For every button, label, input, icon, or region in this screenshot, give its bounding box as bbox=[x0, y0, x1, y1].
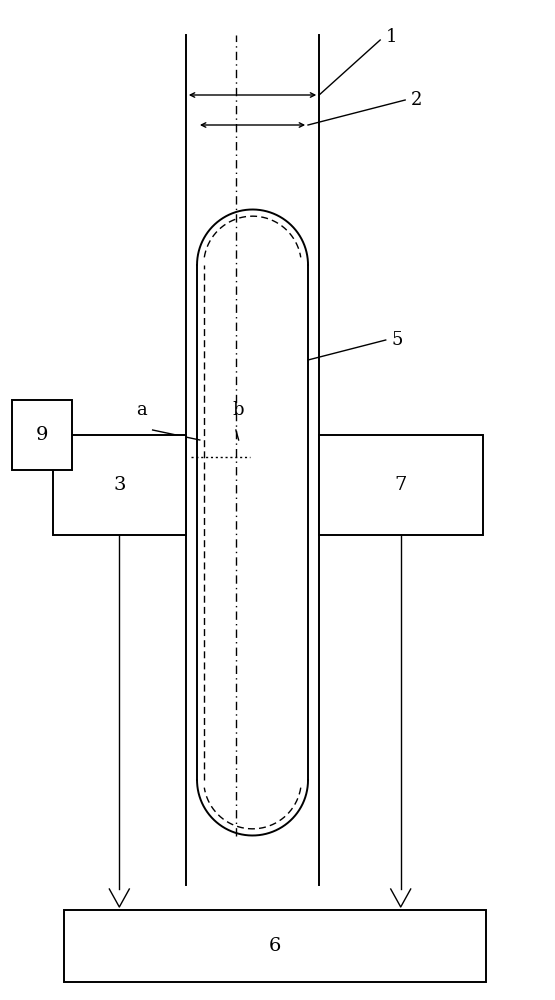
Text: 7: 7 bbox=[395, 476, 407, 494]
Bar bbox=[64, 910, 486, 982]
Text: 9: 9 bbox=[36, 426, 48, 444]
Text: 1: 1 bbox=[386, 28, 397, 46]
Bar bbox=[12, 400, 72, 470]
Text: 6: 6 bbox=[269, 937, 281, 955]
Bar bbox=[53, 435, 186, 535]
Text: 2: 2 bbox=[411, 91, 422, 109]
Text: 3: 3 bbox=[113, 476, 125, 494]
Bar bbox=[319, 435, 483, 535]
Text: b: b bbox=[233, 401, 244, 419]
Text: a: a bbox=[136, 401, 147, 419]
Text: 5: 5 bbox=[391, 331, 402, 349]
